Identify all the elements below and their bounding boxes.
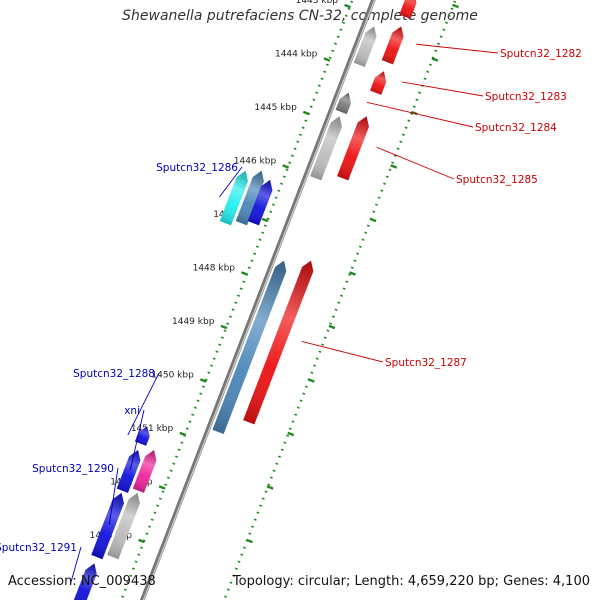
leader-line-Sputcn32_1283 (401, 81, 484, 97)
gene-segment-8 (235, 170, 264, 226)
gene-label-Sputcn32_1288: Sputcn32_1288 (73, 368, 155, 380)
kbp-tick-mark-1450 (199, 378, 207, 383)
gene-label-Sputcn32_1291: Sputcn32_1291 (0, 542, 77, 554)
kbp-tick-mark-1449 (328, 324, 336, 330)
backbone-line (139, 0, 376, 600)
kbp-tick-mark-1444 (323, 57, 331, 62)
kbp-tick-mark-1452 (158, 485, 166, 490)
gene-Sputcn32_1288 (134, 426, 150, 446)
gene-segment-2 (353, 26, 377, 68)
kbp-tick-mark-1453 (246, 538, 253, 544)
accession-text: Accession: NC_009438 (8, 574, 156, 589)
gene-label-Sputcn32_1286: Sputcn32_1286 (156, 162, 238, 174)
gene-shading (353, 26, 377, 68)
gene-segment-11 (212, 260, 287, 435)
gene-xni (132, 450, 157, 493)
leader-line-xni (129, 409, 145, 471)
kbp-tick-mark-1448 (241, 271, 248, 276)
gene-shading (91, 492, 124, 560)
gene-Sputcn32_1291 (72, 563, 97, 600)
gene-shading (212, 260, 287, 435)
kbp-tick-label-1444: 1444 kbp (275, 50, 318, 60)
gene-segment-0 (399, 0, 417, 19)
leader-line-Sputcn32_1288 (127, 372, 160, 436)
kbp-tick-label-1446: 1446 kbp (234, 157, 277, 167)
gene-Sputcn32_1282 (381, 26, 404, 65)
gene-shading (335, 92, 351, 115)
backbone-track (139, 0, 376, 600)
gene-shading (72, 563, 97, 600)
kbp-tick-mark-1452 (266, 485, 274, 490)
gene-segment-9 (247, 179, 273, 226)
tick-rail-inner (119, 0, 354, 600)
kbp-tick-mark-1447 (261, 217, 269, 223)
gene-shading (381, 26, 404, 65)
gene-shading (116, 450, 141, 493)
kbp-tick-mark-1453 (138, 538, 145, 544)
gene-label-Sputcn32_1284: Sputcn32_1284 (475, 122, 557, 134)
gene-Sputcn32_1284 (335, 92, 351, 115)
gene-labels: Sputcn32_1282 Sputcn32_1283 Sputcn32_1284 S… (0, 43, 582, 585)
gene-label-Sputcn32_1282: Sputcn32_1282 (500, 48, 582, 60)
gene-shading (107, 492, 140, 560)
gene-shading (399, 0, 417, 19)
gene-Sputcn32_1290 (107, 492, 140, 560)
gene-shading (337, 116, 369, 181)
kbp-tick-mark-1451 (179, 431, 187, 437)
gene-segment-16 (91, 492, 124, 560)
backbone-highlight (142, 0, 376, 600)
kbp-tick-mark-1445 (302, 110, 310, 116)
kbp-tick-mark-1446 (390, 164, 398, 169)
tick-rail-outer (222, 0, 457, 600)
gene-shading (132, 450, 157, 493)
gene-Sputcn32_1285 (337, 116, 369, 181)
gene-features (72, 0, 417, 600)
gene-shading (243, 260, 314, 425)
kbp-tick-mark-1443 (344, 3, 351, 9)
kbp-tick-label-1451: 1451 kbp (131, 424, 174, 434)
leader-line-Sputcn32_1290 (108, 467, 119, 526)
gene-segment-6 (310, 116, 342, 181)
kbp-tick-label-1448: 1448 kbp (193, 264, 236, 274)
kbp-tick-label-1450: 1450 kbp (151, 371, 194, 381)
gene-shading (134, 426, 150, 446)
leader-line-Sputcn32_1287 (301, 341, 384, 363)
gene-label-Sputcn32_1285: Sputcn32_1285 (456, 174, 538, 186)
kbp-tick-label-1449: 1449 kbp (172, 317, 215, 327)
leader-line-Sputcn32_1284 (366, 101, 474, 128)
gene-Sputcn32_1287 (243, 260, 314, 425)
leader-line-Sputcn32_1285 (376, 146, 455, 180)
gene-shading (247, 179, 273, 226)
kbp-tick-mark-1447 (369, 217, 377, 223)
kbp-tick-mark-1451 (287, 431, 295, 437)
kbp-tick-label-1443: 1443 kbp (296, 0, 339, 6)
gene-label-xni: xni (124, 405, 140, 417)
leader-line-Sputcn32_1291 (69, 546, 82, 585)
gene-label-Sputcn32_1287: Sputcn32_1287 (385, 357, 467, 369)
gene-shading (370, 71, 387, 95)
kbp-tick-mark-1450 (307, 378, 315, 383)
gene-label-Sputcn32_1290: Sputcn32_1290 (32, 463, 114, 475)
gene-segment-14 (116, 450, 141, 493)
gene-shading (219, 170, 248, 226)
gene-Sputcn32_1286 (219, 170, 248, 226)
gene-shading (235, 170, 264, 226)
leader-line-Sputcn32_1282 (416, 43, 499, 54)
kbp-tick-mark-1449 (220, 324, 228, 330)
kbp-tick-label-1445: 1445 kbp (254, 103, 297, 113)
gene-Sputcn32_1283 (370, 71, 387, 95)
kbp-tick-mark-1444 (431, 57, 439, 62)
kbp-tick-mark-1443 (452, 3, 459, 9)
topology-text: Topology: circular; Length: 4,659,220 bp… (232, 574, 590, 589)
kbp-tick-mark-1448 (349, 271, 356, 276)
leader-line-Sputcn32_1286 (219, 166, 243, 198)
gene-shading (310, 116, 342, 181)
map-title: Shewanella putrefaciens CN-32, complete … (122, 8, 478, 24)
gene-label-Sputcn32_1283: Sputcn32_1283 (485, 91, 567, 103)
kbp-tick-mark-1446 (282, 164, 290, 169)
